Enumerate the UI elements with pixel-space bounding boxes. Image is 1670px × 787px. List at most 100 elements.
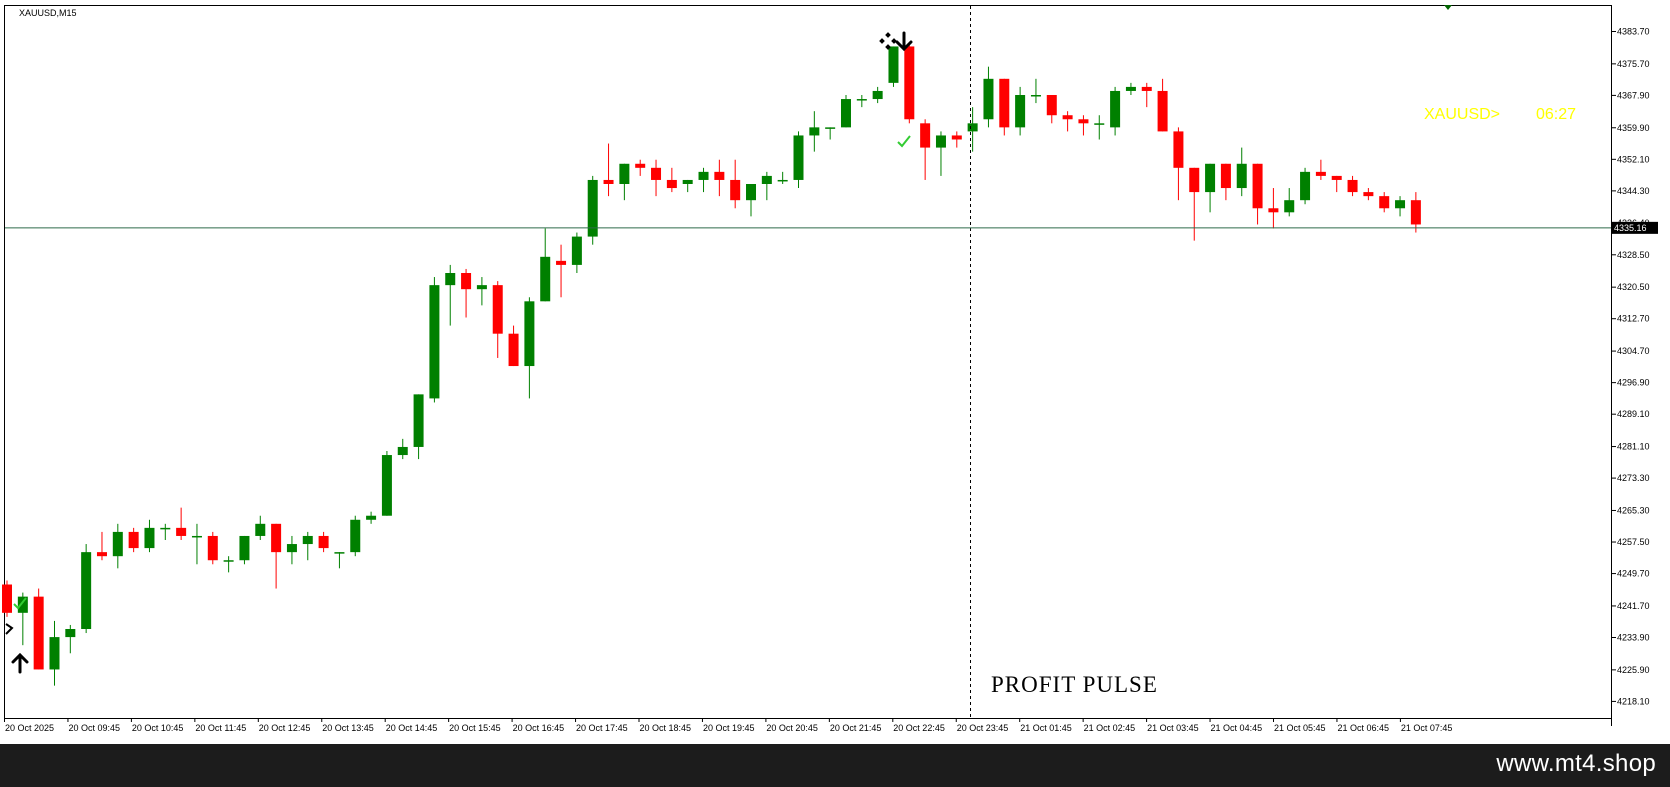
candle[interactable] <box>81 544 92 634</box>
candle[interactable] <box>1046 95 1057 124</box>
candle[interactable] <box>176 507 187 540</box>
candle[interactable] <box>809 111 820 152</box>
candle[interactable] <box>1015 86 1026 136</box>
candle[interactable] <box>920 119 931 180</box>
bid-price-label: 4335.16 <box>1614 223 1647 233</box>
candle[interactable] <box>1395 196 1406 217</box>
candle[interactable] <box>461 268 472 318</box>
symbol-timeframe-label: XAUUSD,M15 <box>19 8 77 18</box>
candle[interactable] <box>1094 115 1105 140</box>
candle[interactable] <box>239 535 250 565</box>
candle[interactable] <box>2 580 12 617</box>
candle[interactable] <box>1110 86 1121 136</box>
candle[interactable] <box>112 523 123 569</box>
candle[interactable] <box>271 523 282 589</box>
bear-candle-body <box>714 171 725 180</box>
candle[interactable] <box>1205 163 1216 213</box>
candle[interactable] <box>33 588 44 670</box>
candle[interactable] <box>397 438 408 460</box>
candle[interactable] <box>1379 192 1390 213</box>
candle[interactable] <box>1030 78 1041 104</box>
candle[interactable] <box>825 127 836 140</box>
candle[interactable] <box>318 531 329 553</box>
candle[interactable] <box>492 281 503 358</box>
candle[interactable] <box>967 107 978 152</box>
bear-candle-body <box>1173 131 1184 168</box>
candle[interactable] <box>508 325 519 367</box>
candle[interactable] <box>935 131 946 176</box>
candle[interactable] <box>840 95 851 128</box>
shift-marker-icon[interactable] <box>1444 5 1452 10</box>
candle[interactable] <box>556 244 567 298</box>
candle[interactable] <box>714 159 725 197</box>
candle[interactable] <box>144 519 155 553</box>
candle[interactable] <box>587 175 598 245</box>
candle[interactable] <box>904 42 915 124</box>
bull-candle-body <box>1205 163 1216 193</box>
candle[interactable] <box>286 535 297 565</box>
price-chart[interactable]: 4383.70 4375.70 4367.90 4359.90 4352.10 4344.… <box>0 0 1670 744</box>
candle[interactable] <box>207 531 218 565</box>
candle[interactable] <box>476 277 487 306</box>
candle[interactable] <box>223 556 234 573</box>
candle[interactable] <box>635 159 646 176</box>
candle[interactable] <box>350 515 361 557</box>
time-tick-label: 20 Oct 20:45 <box>766 723 818 733</box>
candle[interactable] <box>160 523 171 540</box>
candle[interactable] <box>1268 188 1279 229</box>
candle[interactable] <box>603 143 614 197</box>
candle[interactable] <box>571 232 582 273</box>
candle[interactable] <box>429 277 440 403</box>
candle[interactable] <box>1141 82 1152 108</box>
candle[interactable] <box>1252 163 1263 225</box>
candle[interactable] <box>1173 127 1184 201</box>
candle[interactable] <box>1331 175 1342 193</box>
candle[interactable] <box>1315 159 1326 180</box>
candle[interactable] <box>682 179 693 193</box>
candle[interactable] <box>1347 175 1358 197</box>
candle[interactable] <box>413 394 424 460</box>
candle[interactable] <box>1078 115 1089 136</box>
candle[interactable] <box>96 531 107 561</box>
candle[interactable] <box>1157 78 1168 132</box>
candle[interactable] <box>1062 111 1073 132</box>
candle[interactable] <box>1300 167 1311 205</box>
candle[interactable] <box>540 228 551 302</box>
candle[interactable] <box>366 511 377 524</box>
candle[interactable] <box>445 264 456 326</box>
candle[interactable] <box>872 86 883 104</box>
candle[interactable] <box>983 66 994 128</box>
candle[interactable] <box>856 95 867 108</box>
candle[interactable] <box>302 531 313 561</box>
time-tick-label: 20 Oct 23:45 <box>957 723 1009 733</box>
candle[interactable] <box>1220 163 1231 201</box>
candle[interactable] <box>524 297 535 399</box>
candle[interactable] <box>1125 82 1136 95</box>
candle[interactable] <box>1363 188 1374 201</box>
candle[interactable] <box>698 167 709 193</box>
candle[interactable] <box>793 131 804 189</box>
candle[interactable] <box>255 515 266 540</box>
candle[interactable] <box>666 167 677 193</box>
candle[interactable] <box>65 624 76 654</box>
candle[interactable] <box>381 451 392 516</box>
candle[interactable] <box>951 131 962 148</box>
candle[interactable] <box>746 184 757 217</box>
candle[interactable] <box>1410 192 1421 233</box>
candle[interactable] <box>1189 167 1200 241</box>
candle[interactable] <box>1236 147 1247 197</box>
candle[interactable] <box>730 159 741 209</box>
candle[interactable] <box>1284 188 1295 217</box>
candle[interactable] <box>999 78 1010 136</box>
candle[interactable] <box>651 159 662 197</box>
candle[interactable] <box>191 523 202 565</box>
time-tick-label: 20 Oct 13:45 <box>322 723 374 733</box>
candle[interactable] <box>777 171 788 184</box>
candle[interactable] <box>49 620 60 686</box>
candle[interactable] <box>888 46 899 87</box>
candle[interactable] <box>128 527 139 553</box>
candle[interactable] <box>761 171 772 201</box>
candle[interactable] <box>619 163 630 201</box>
candle[interactable] <box>334 552 345 569</box>
